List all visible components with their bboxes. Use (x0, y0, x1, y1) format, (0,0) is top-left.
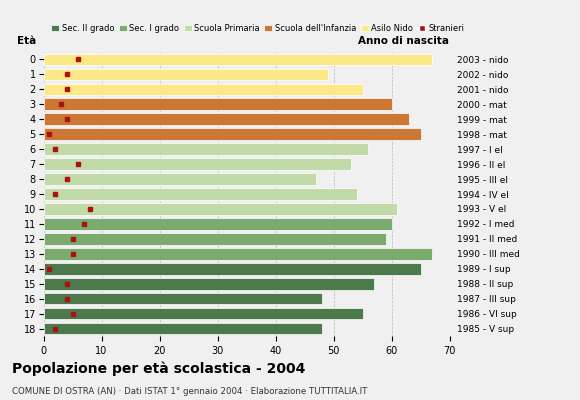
Text: Età: Età (17, 36, 37, 46)
Bar (44, 98, 392, 110)
Bar (44, 263, 420, 274)
Bar (44, 54, 432, 65)
Bar (44, 173, 316, 185)
Bar (44, 218, 392, 230)
Bar (44, 128, 420, 140)
Bar (44, 278, 374, 290)
Bar (44, 293, 322, 304)
Bar (44, 114, 409, 125)
Bar (44, 233, 386, 245)
Bar (44, 68, 328, 80)
Bar (44, 188, 357, 200)
Bar (44, 323, 322, 334)
Text: Popolazione per età scolastica - 2004: Popolazione per età scolastica - 2004 (12, 362, 305, 376)
Text: Anno di nascita: Anno di nascita (358, 36, 450, 46)
Bar (44, 143, 368, 155)
Text: COMUNE DI OSTRA (AN) · Dati ISTAT 1° gennaio 2004 · Elaborazione TUTTITALIA.IT: COMUNE DI OSTRA (AN) · Dati ISTAT 1° gen… (12, 387, 367, 396)
Legend: Sec. II grado, Sec. I grado, Scuola Primaria, Scuola dell'Infanzia, Asilo Nido, : Sec. II grado, Sec. I grado, Scuola Prim… (48, 21, 467, 36)
Bar (44, 308, 362, 320)
Bar (44, 203, 397, 215)
Bar (44, 158, 351, 170)
Bar (44, 248, 432, 260)
Bar (44, 84, 362, 95)
